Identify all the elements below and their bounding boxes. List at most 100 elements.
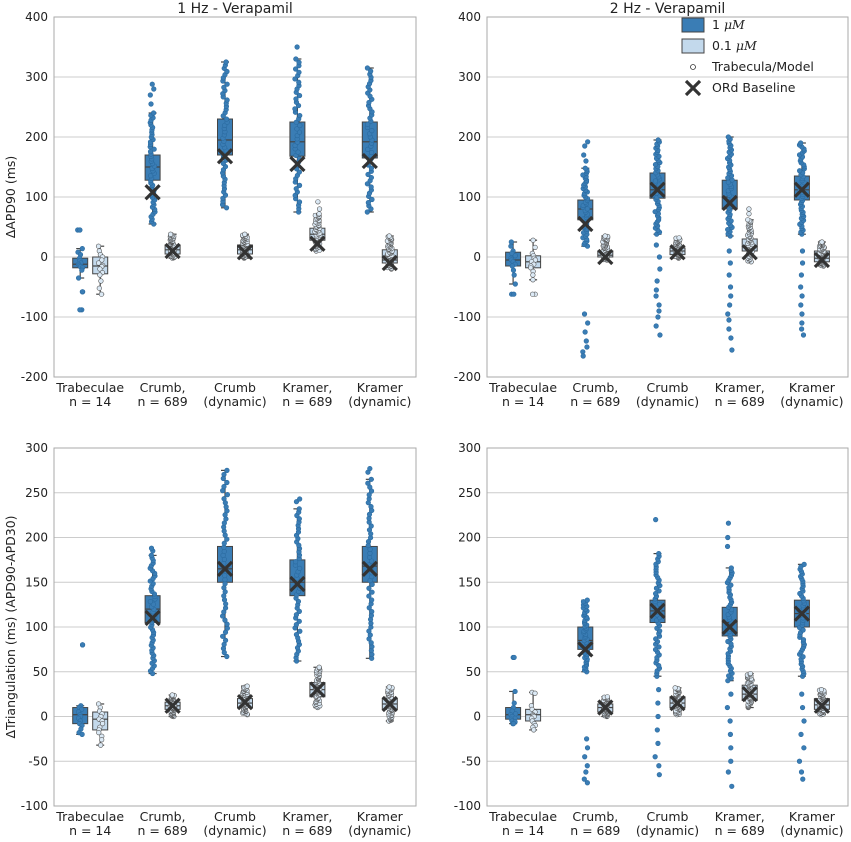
data-point bbox=[79, 246, 85, 252]
legend-cross bbox=[684, 79, 702, 97]
data-point bbox=[221, 496, 227, 502]
cross-stroke bbox=[361, 152, 378, 170]
data-point bbox=[293, 66, 299, 72]
data-point bbox=[725, 678, 731, 684]
data-point bbox=[725, 520, 732, 526]
data-point bbox=[364, 209, 370, 215]
data-point bbox=[799, 326, 805, 332]
data-point bbox=[530, 291, 536, 297]
box-0.1uM-1 bbox=[92, 701, 109, 748]
cross-stroke bbox=[144, 184, 161, 201]
box-0.1uM-1 bbox=[92, 243, 109, 297]
data-point bbox=[295, 149, 301, 155]
legend-label: 0.1 μM bbox=[712, 38, 758, 53]
category-label: Kramer, bbox=[282, 380, 332, 395]
data-point bbox=[746, 206, 752, 212]
data-point bbox=[800, 637, 807, 643]
data-point bbox=[799, 704, 806, 711]
data-point bbox=[653, 242, 659, 248]
category-label: n = 689 bbox=[137, 394, 187, 409]
data-point bbox=[223, 205, 230, 211]
category-label: Crumb, bbox=[140, 380, 186, 395]
data-point bbox=[727, 731, 734, 738]
legend-label-unit: μM bbox=[736, 38, 758, 53]
category-label: Kramer, bbox=[715, 809, 765, 824]
category-label: Trabeculae bbox=[55, 380, 124, 395]
data-point bbox=[656, 308, 662, 314]
category-label: n = 14 bbox=[502, 394, 544, 409]
data-point bbox=[99, 737, 105, 743]
ord-baseline-marker bbox=[669, 694, 686, 712]
data-point bbox=[799, 311, 805, 317]
data-point bbox=[99, 257, 105, 263]
y-tick-label: 100 bbox=[458, 190, 481, 204]
category-label: Crumb bbox=[214, 380, 256, 395]
data-point bbox=[79, 642, 86, 648]
ord-baseline-marker bbox=[669, 244, 686, 261]
y-tick-label: 200 bbox=[458, 130, 481, 144]
y-tick-label: 400 bbox=[25, 10, 48, 24]
ord-baseline-marker bbox=[381, 254, 398, 272]
data-point bbox=[366, 585, 372, 591]
data-point bbox=[296, 79, 302, 85]
data-point bbox=[796, 758, 803, 764]
cross-stroke bbox=[309, 681, 326, 698]
y-tick-label: -200 bbox=[454, 370, 481, 384]
legend-label: 1 μM bbox=[712, 17, 746, 32]
data-point bbox=[511, 291, 517, 297]
category-label: Crumb, bbox=[572, 809, 618, 824]
data-point bbox=[508, 239, 514, 245]
category-label: Crumb bbox=[647, 380, 689, 395]
cross-stroke bbox=[793, 605, 811, 622]
data-point bbox=[654, 278, 660, 284]
data-point bbox=[151, 146, 157, 152]
data-point bbox=[366, 492, 372, 498]
data-point bbox=[224, 492, 231, 498]
data-point bbox=[528, 265, 534, 271]
y-tick-label: 400 bbox=[458, 10, 481, 24]
ord-baseline-marker bbox=[289, 155, 306, 173]
data-point bbox=[365, 146, 371, 152]
ord-baseline-marker bbox=[216, 560, 234, 577]
y-tick-label: -50 bbox=[461, 754, 481, 768]
data-point bbox=[799, 691, 805, 697]
y-tick-label: 0 bbox=[473, 250, 481, 264]
legend-label-text: 1 bbox=[712, 17, 724, 32]
cross-stroke bbox=[669, 244, 686, 261]
data-point bbox=[77, 307, 83, 313]
data-point bbox=[798, 284, 804, 290]
ord-baseline-marker bbox=[813, 251, 831, 269]
data-point bbox=[293, 186, 299, 192]
data-point bbox=[148, 545, 155, 551]
data-point bbox=[726, 326, 732, 332]
data-point bbox=[75, 275, 82, 281]
data-point bbox=[369, 149, 375, 156]
data-point bbox=[222, 617, 228, 623]
data-point bbox=[293, 622, 299, 628]
data-point bbox=[150, 110, 157, 116]
data-point bbox=[169, 692, 175, 698]
data-point bbox=[584, 736, 590, 742]
cross-stroke bbox=[721, 194, 738, 212]
ord-baseline-marker bbox=[144, 184, 161, 201]
data-point bbox=[655, 314, 661, 320]
data-point bbox=[729, 177, 735, 183]
ord-baseline-marker bbox=[597, 699, 614, 716]
data-point bbox=[511, 272, 517, 278]
data-point bbox=[149, 81, 155, 87]
legend-label-unit: μM bbox=[724, 17, 746, 32]
data-point bbox=[729, 347, 735, 353]
data-point bbox=[148, 552, 154, 559]
y-tick-label: 50 bbox=[466, 665, 481, 679]
data-point bbox=[656, 302, 662, 308]
y-tick-label: -100 bbox=[454, 799, 481, 813]
data-point bbox=[297, 122, 303, 129]
category-label: n = 689 bbox=[570, 394, 620, 409]
category-label: Crumb bbox=[214, 809, 256, 824]
data-point bbox=[296, 199, 303, 205]
y-tick-label: -50 bbox=[28, 754, 48, 768]
category-label: n = 689 bbox=[570, 823, 620, 838]
data-point bbox=[79, 267, 85, 273]
data-point bbox=[95, 243, 102, 249]
data-point bbox=[369, 128, 375, 134]
